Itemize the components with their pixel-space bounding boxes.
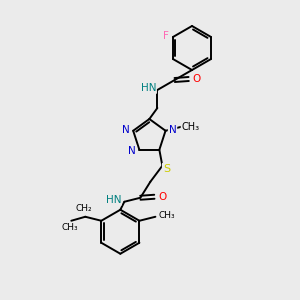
Text: F: F <box>163 31 169 41</box>
Text: O: O <box>193 74 201 84</box>
Text: CH₃: CH₃ <box>182 122 200 132</box>
Text: HN: HN <box>106 195 121 205</box>
Text: CH₂: CH₂ <box>76 204 93 213</box>
Text: N: N <box>128 146 136 156</box>
Text: O: O <box>158 192 166 202</box>
Text: S: S <box>163 164 170 174</box>
Text: CH₃: CH₃ <box>62 223 79 232</box>
Text: N: N <box>169 125 176 135</box>
Text: N: N <box>122 125 130 135</box>
Text: CH₃: CH₃ <box>158 211 175 220</box>
Text: HN: HN <box>141 83 156 93</box>
